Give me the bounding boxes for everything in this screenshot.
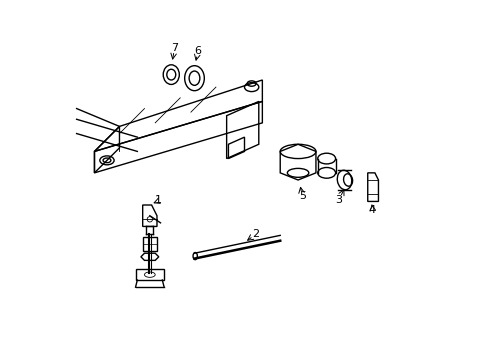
Text: 6: 6: [194, 46, 201, 57]
Text: 7: 7: [171, 43, 178, 53]
Text: 3: 3: [335, 195, 342, 204]
Text: 1: 1: [155, 195, 162, 204]
Text: 2: 2: [251, 229, 258, 239]
Text: 5: 5: [299, 191, 305, 201]
Text: 4: 4: [368, 205, 375, 215]
